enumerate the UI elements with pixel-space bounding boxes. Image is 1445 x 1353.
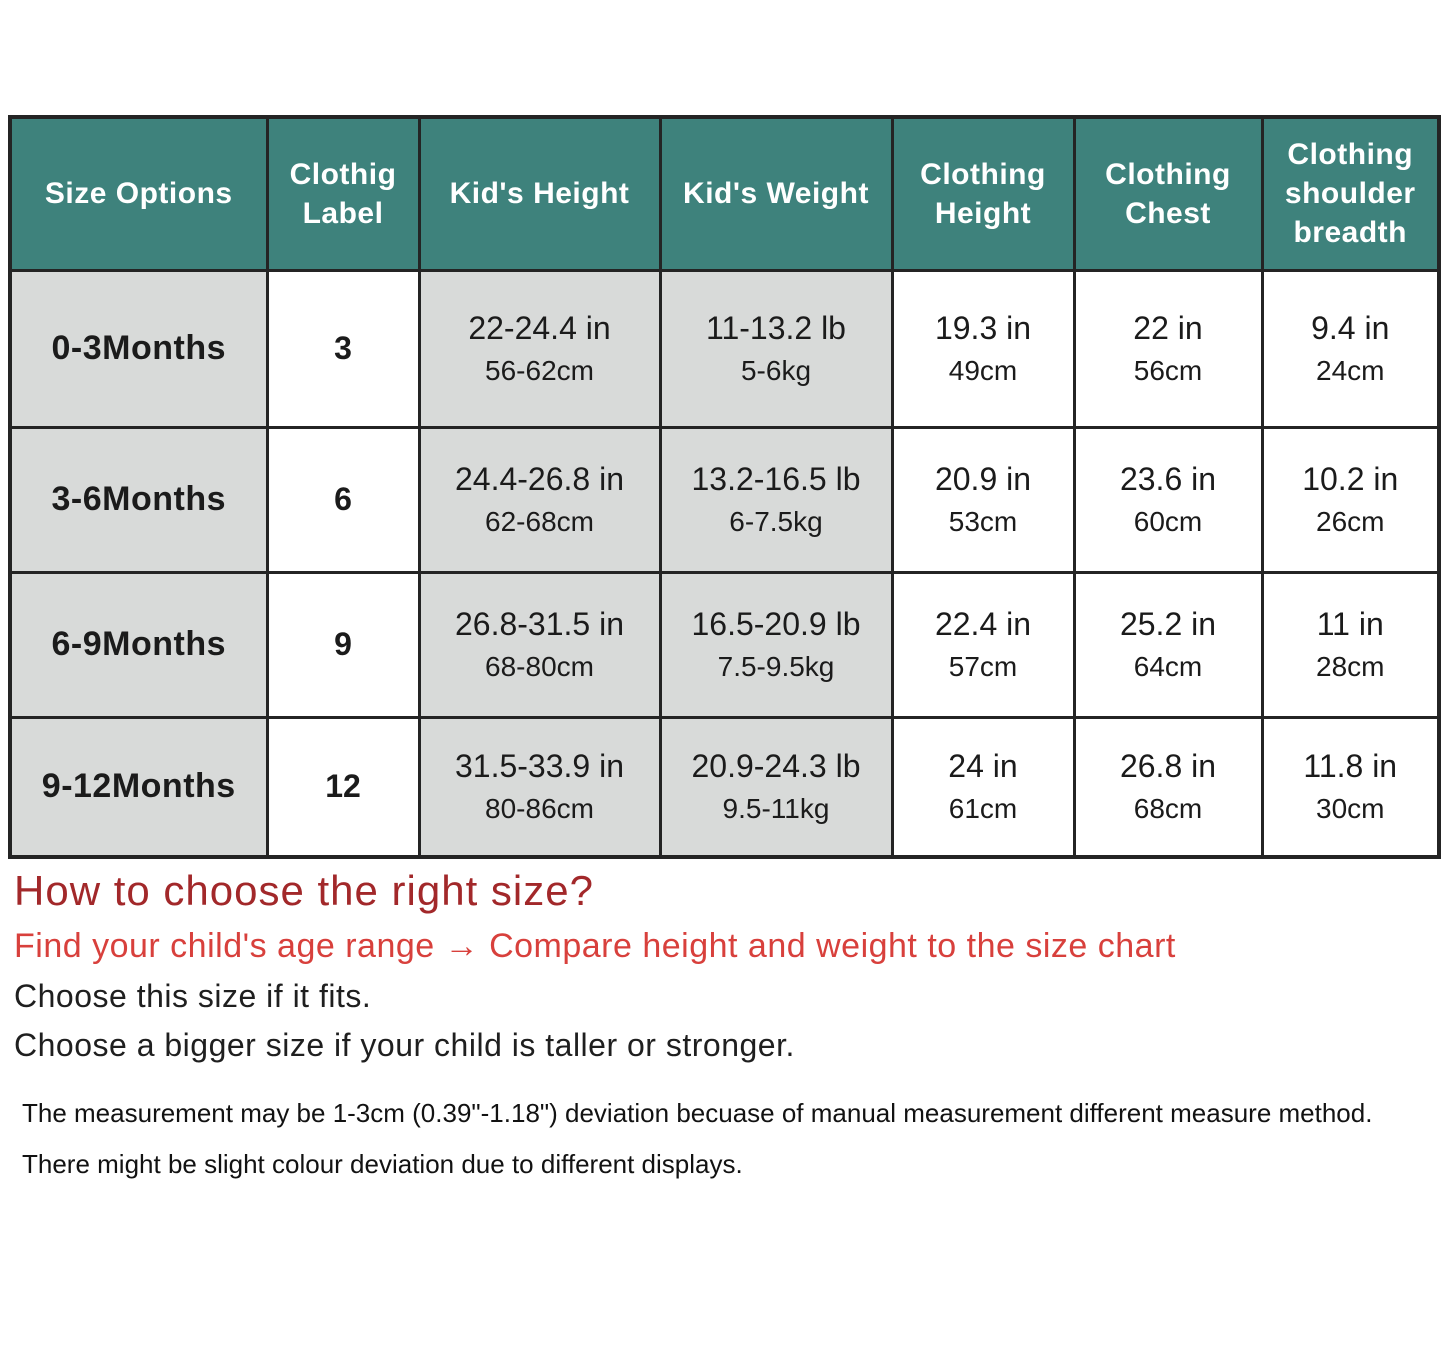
table-cell: 16.5-20.9 lb 7.5-9.5kg bbox=[658, 570, 894, 719]
column-header-clothing-height: Clothing Height bbox=[890, 115, 1076, 272]
table-cell: 11 in 28cm bbox=[1260, 570, 1441, 719]
cell-value-secondary: 28cm bbox=[1316, 650, 1385, 682]
table-cell: 24.4-26.8 in 62-68cm bbox=[417, 425, 662, 574]
cell-value-primary: 9-12Months bbox=[41, 767, 236, 806]
cell-value-primary: 23.6 in bbox=[1119, 461, 1217, 497]
cell-value-primary: 10.2 in bbox=[1302, 461, 1399, 497]
cell-value-secondary: 68cm bbox=[1133, 793, 1203, 825]
cell-value-primary: 13.2-16.5 lb bbox=[691, 461, 861, 497]
column-header-size-options: Size Options bbox=[8, 115, 269, 272]
footnotes: The measurement may be 1-3cm (0.39"-1.18… bbox=[22, 1098, 1445, 1180]
cell-value-primary: 3-6Months bbox=[51, 479, 226, 518]
table-cell: 23.6 in 60cm bbox=[1072, 425, 1264, 574]
cell-value-primary: 19.3 in bbox=[934, 310, 1032, 346]
table-cell: 20.9 in 53cm bbox=[890, 425, 1076, 574]
cell-value-primary: 0-3Months bbox=[51, 328, 226, 367]
size-guide-tip-1: Choose this size if it fits. bbox=[14, 978, 372, 1014]
table-cell: 0-3Months bbox=[8, 268, 269, 429]
cell-value-primary: 3 bbox=[334, 330, 352, 367]
size-guide-instruction: Find your child's age range → Compare he… bbox=[14, 927, 1176, 965]
table-cell: 3 bbox=[265, 268, 421, 429]
footnote-measurement: The measurement may be 1-3cm (0.39"-1.18… bbox=[22, 1098, 1373, 1128]
cell-value-primary: 11 in bbox=[1316, 606, 1384, 642]
table-row: 6-9Months 9 26.8-31.5 in 68-80cm 16.5-20.9 l… bbox=[8, 570, 1441, 719]
cell-value-secondary: 56-62cm bbox=[485, 354, 594, 386]
table-cell: 22-24.4 in 56-62cm bbox=[417, 268, 662, 429]
table-cell: 9.4 in 24cm bbox=[1260, 268, 1441, 429]
cell-value-secondary: 62-68cm bbox=[485, 505, 594, 537]
table-cell: 20.9-24.3 lb 9.5-11kg bbox=[658, 715, 894, 859]
cell-value-secondary: 60cm bbox=[1133, 505, 1203, 537]
cell-value-secondary: 68-80cm bbox=[485, 650, 594, 682]
size-guide-heading: How to choose the right size? bbox=[14, 867, 594, 914]
cell-value-secondary: 53cm bbox=[948, 505, 1018, 537]
cell-value-secondary: 30cm bbox=[1316, 793, 1385, 825]
cell-value-secondary: 49cm bbox=[948, 354, 1018, 386]
cell-value-primary: 24.4-26.8 in bbox=[454, 461, 624, 497]
table-cell: 11.8 in 30cm bbox=[1260, 715, 1441, 859]
table-row: 0-3Months 3 22-24.4 in 56-62cm 11-13.2 lb 5-6… bbox=[8, 268, 1441, 429]
column-header-clothig-label: Clothig Label bbox=[265, 115, 421, 272]
cell-value-primary: 22-24.4 in bbox=[468, 310, 611, 346]
table-cell: 26.8-31.5 in 68-80cm bbox=[417, 570, 662, 719]
table-cell: 22.4 in 57cm bbox=[890, 570, 1076, 719]
table-cell: 25.2 in 64cm bbox=[1072, 570, 1264, 719]
table-cell: 9 bbox=[265, 570, 421, 719]
column-header-kid-s-height: Kid's Height bbox=[417, 115, 662, 272]
table-row: 3-6Months 6 24.4-26.8 in 62-68cm 13.2-16.5 l… bbox=[8, 425, 1441, 574]
size-guide-tip-2: Choose a bigger size if your child is ta… bbox=[14, 1027, 795, 1063]
cell-value-primary: 20.9-24.3 lb bbox=[691, 748, 861, 785]
table-cell: 13.2-16.5 lb 6-7.5kg bbox=[658, 425, 894, 574]
table-body: 0-3Months 3 22-24.4 in 56-62cm 11-13.2 lb 5-6… bbox=[8, 268, 1441, 859]
table-cell: 31.5-33.9 in 80-86cm bbox=[417, 715, 662, 859]
table-cell: 12 bbox=[265, 715, 421, 859]
cell-value-secondary: 6-7.5kg bbox=[729, 505, 823, 537]
cell-value-primary: 26.8 in bbox=[1119, 748, 1217, 785]
column-header-clothing-shoulder-breadth: Clothing shoulder breadth bbox=[1260, 115, 1441, 272]
cell-value-secondary: 80-86cm bbox=[485, 793, 594, 825]
cell-value-primary: 16.5-20.9 lb bbox=[691, 606, 861, 642]
column-header-clothing-chest: Clothing Chest bbox=[1072, 115, 1264, 272]
table-cell: 26.8 in 68cm bbox=[1072, 715, 1264, 859]
table-cell: 22 in 56cm bbox=[1072, 268, 1264, 429]
cell-value-primary: 26.8-31.5 in bbox=[454, 606, 624, 642]
size-chart-table: Size Options Clothig Label Kid's Height Kid… bbox=[8, 115, 1441, 859]
cell-value-primary: 22 in bbox=[1133, 310, 1203, 346]
cell-value-secondary: 57cm bbox=[948, 650, 1018, 682]
cell-value-primary: 20.9 in bbox=[934, 461, 1032, 497]
table-cell: 6 bbox=[265, 425, 421, 574]
cell-value-primary: 9.4 in bbox=[1311, 310, 1390, 346]
cell-value-primary: 22.4 in bbox=[934, 606, 1032, 642]
table-row: 9-12Months 12 31.5-33.9 in 80-86cm 20.9-24.3… bbox=[8, 715, 1441, 859]
cell-value-secondary: 5-6kg bbox=[740, 354, 812, 386]
table-cell: 10.2 in 26cm bbox=[1260, 425, 1441, 574]
table-cell: 11-13.2 lb 5-6kg bbox=[658, 268, 894, 429]
cell-value-secondary: 61cm bbox=[948, 793, 1018, 825]
table-cell: 24 in 61cm bbox=[890, 715, 1076, 859]
cell-value-primary: 6-9Months bbox=[51, 624, 226, 663]
table-cell: 9-12Months bbox=[8, 715, 269, 859]
cell-value-primary: 24 in bbox=[948, 748, 1018, 785]
table-cell: 6-9Months bbox=[8, 570, 269, 719]
cell-value-secondary: 24cm bbox=[1316, 354, 1385, 386]
cell-value-primary: 6 bbox=[334, 481, 352, 518]
cell-value-secondary: 9.5-11kg bbox=[722, 793, 830, 825]
table-cell: 19.3 in 49cm bbox=[890, 268, 1076, 429]
cell-value-primary: 12 bbox=[325, 768, 361, 805]
cell-value-primary: 31.5-33.9 in bbox=[454, 748, 624, 785]
cell-value-secondary: 26cm bbox=[1316, 505, 1385, 537]
column-header-kid-s-weight: Kid's Weight bbox=[658, 115, 894, 272]
table-header-row: Size Options Clothig Label Kid's Height Kid… bbox=[8, 115, 1441, 272]
cell-value-primary: 11-13.2 lb bbox=[706, 310, 846, 346]
cell-value-secondary: 64cm bbox=[1133, 650, 1203, 682]
cell-value-secondary: 7.5-9.5kg bbox=[717, 650, 835, 682]
size-guide-notes: How to choose the right size? Find your … bbox=[14, 867, 1445, 1064]
cell-value-primary: 25.2 in bbox=[1119, 606, 1217, 642]
table-cell: 3-6Months bbox=[8, 425, 269, 574]
cell-value-secondary: 56cm bbox=[1133, 354, 1203, 386]
footnote-colour: There might be slight colour deviation d… bbox=[22, 1149, 743, 1179]
cell-value-primary: 11.8 in bbox=[1303, 748, 1398, 785]
cell-value-primary: 9 bbox=[334, 626, 352, 663]
